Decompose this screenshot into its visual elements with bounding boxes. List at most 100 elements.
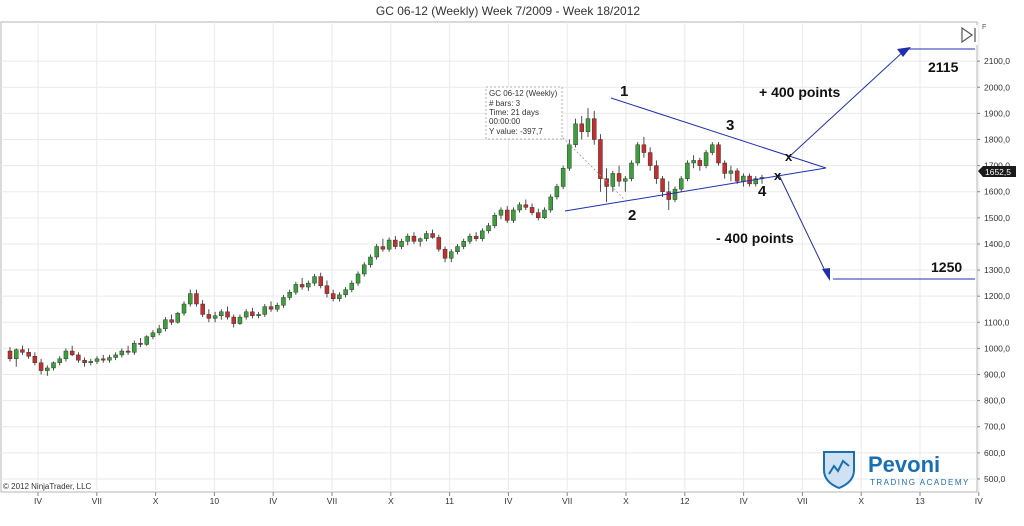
candlestick: [424, 230, 429, 242]
candle-body: [654, 165, 659, 179]
breakdown-mark: x: [774, 168, 782, 183]
candlestick: [206, 309, 212, 323]
candle-body: [436, 237, 442, 250]
candle-body: [697, 160, 703, 166]
candle-body: [660, 178, 665, 192]
upper-projection-line: [789, 49, 906, 157]
candlestick: [94, 356, 100, 365]
candle-body: [405, 235, 410, 242]
tooltip-line-1: GC 06-12 (Weekly): [489, 89, 558, 98]
candlestick: [517, 202, 522, 213]
candlestick: [560, 165, 566, 190]
candle-body: [219, 311, 224, 316]
y-tick-label: 800,0: [984, 396, 1006, 406]
candlestick: [473, 232, 479, 242]
candle-body: [349, 282, 355, 290]
y-tick-label: 1700,0: [984, 161, 1010, 171]
candle-body: [206, 314, 212, 319]
candlestick: [163, 317, 168, 332]
candle-body: [256, 314, 261, 316]
candle-body: [647, 152, 653, 166]
candle-body: [722, 162, 727, 174]
candlestick: [449, 249, 454, 263]
candle-body: [175, 312, 181, 323]
candlestick: [150, 330, 156, 340]
y-tick-label: 900,0: [984, 370, 1006, 380]
logo-tagline: TRADING ACADEMY: [870, 478, 970, 487]
collapse-panel-triangle[interactable]: [961, 26, 974, 44]
candlestick: [629, 160, 634, 182]
candlestick: [616, 165, 622, 187]
candle-body: [678, 178, 684, 190]
candlestick: [200, 300, 205, 318]
candlestick: [268, 301, 274, 312]
collapse-panel-icon[interactable]: [958, 25, 978, 45]
candle-body: [144, 336, 149, 345]
candle-body: [417, 238, 423, 242]
wave-label-1: 1: [620, 83, 628, 100]
candle-body: [26, 352, 31, 357]
candlestick: [194, 289, 199, 307]
tooltip-line-4: 00:00:00: [489, 117, 521, 126]
candle-body: [324, 285, 330, 294]
candlestick: [554, 183, 560, 200]
x-tick-label: IV: [504, 496, 512, 506]
candle-body: [107, 357, 112, 361]
y-tick-label: 1900,0: [984, 108, 1010, 118]
upper-arrowhead: [897, 47, 911, 57]
candle-body: [511, 209, 516, 221]
candlestick: [697, 157, 703, 171]
x-tick-label: X: [388, 496, 394, 506]
candlestick: [76, 352, 81, 363]
candlestick: [299, 277, 305, 290]
y-axis: 500,0 600,0 700,0 800,0 900,0 1000,0 1100,0 120…: [977, 56, 1010, 484]
candlestick: [672, 186, 678, 203]
candle-body: [125, 350, 131, 353]
candle-body: [51, 362, 56, 369]
candlestick: [374, 243, 379, 260]
candlestick: [511, 207, 516, 224]
candlestick: [660, 176, 665, 197]
y-tick-label: 1600,0: [984, 187, 1010, 197]
candlestick: [156, 324, 162, 336]
candlestick: [691, 155, 696, 169]
candle-body: [88, 361, 94, 363]
candlestick: [101, 354, 106, 363]
candlestick: [225, 306, 230, 320]
candlestick: [69, 345, 75, 357]
candle-body: [734, 170, 740, 182]
candle-body: [430, 233, 435, 238]
candlestick: [82, 357, 87, 367]
candle-body: [69, 350, 75, 356]
x-tick-label: VII: [797, 496, 807, 506]
candlestick: [362, 262, 367, 277]
candle-body: [82, 359, 87, 363]
collapse-panel-icon-bg[interactable]: [958, 25, 978, 45]
candle-body: [536, 212, 541, 219]
candle-body: [691, 160, 696, 164]
x-tick-label: VII: [327, 496, 337, 506]
candlestick: [293, 281, 299, 295]
candle-body: [169, 319, 174, 323]
candlestick: [212, 311, 218, 323]
candlestick: [678, 176, 684, 192]
candlestick: [467, 233, 473, 244]
y-tick-label: 2100,0: [984, 56, 1010, 66]
candlestick: [324, 280, 330, 298]
candle-body: [641, 144, 647, 153]
up-target-text: + 400 points: [759, 84, 841, 100]
candlestick: [734, 168, 740, 184]
candlestick: [461, 238, 466, 250]
candlestick: [51, 361, 56, 371]
candle-body: [13, 349, 19, 360]
candle-body: [299, 284, 305, 288]
candlestick: [436, 234, 442, 252]
candle-body: [163, 319, 168, 330]
candlestick: [399, 238, 404, 250]
candlestick: [455, 243, 460, 255]
y-tick-label: 1800,0: [984, 135, 1010, 145]
candle-body: [685, 162, 690, 179]
candlestick: [753, 176, 759, 187]
y-tick-label: 1000,0: [984, 343, 1010, 353]
